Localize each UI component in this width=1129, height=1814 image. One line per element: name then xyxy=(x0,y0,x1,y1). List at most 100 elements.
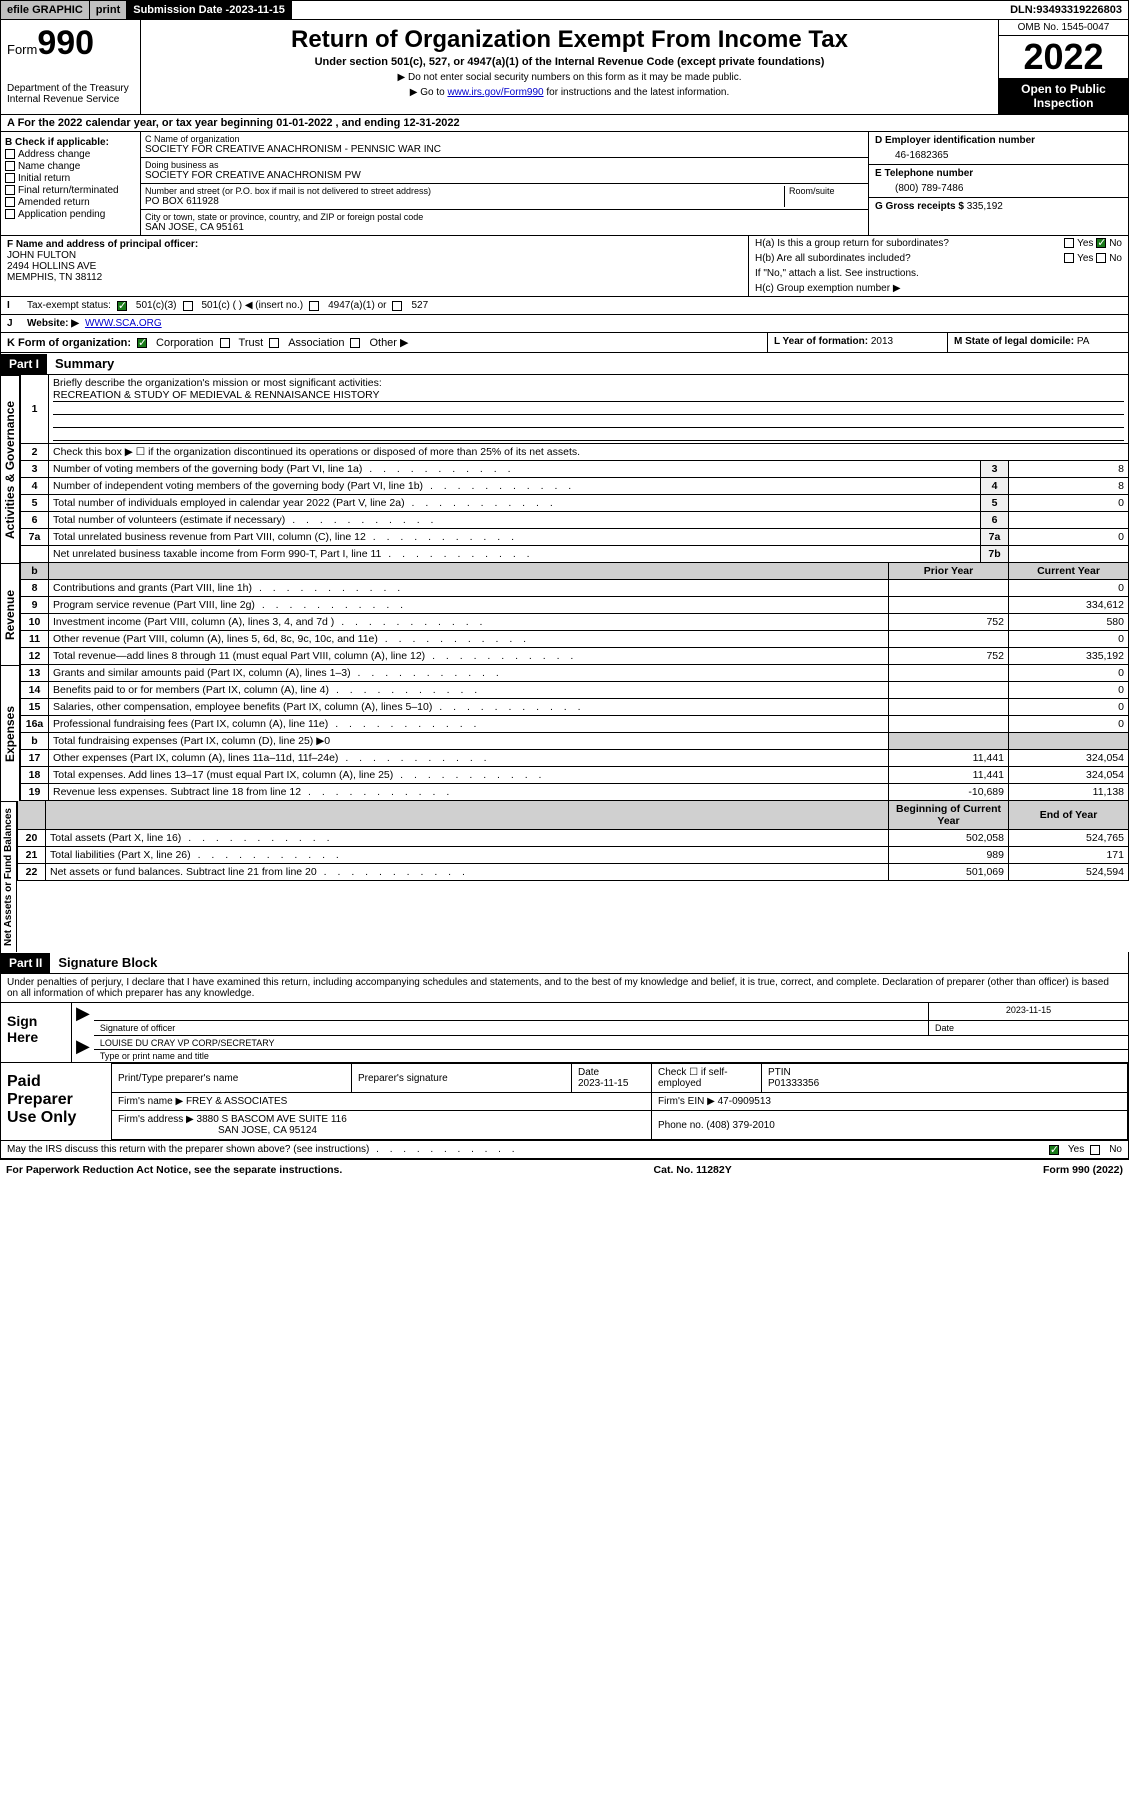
b-checkbox[interactable] xyxy=(5,149,15,159)
d-label: D Employer identification number xyxy=(875,135,1122,146)
website-link[interactable]: WWW.SCA.ORG xyxy=(85,318,162,329)
k-label: K Form of organization: xyxy=(7,337,131,349)
hb-no-checkbox[interactable] xyxy=(1096,253,1106,263)
side-exp: Expenses xyxy=(0,665,20,801)
hb-no: No xyxy=(1109,253,1122,264)
trust-checkbox[interactable] xyxy=(220,338,230,348)
i-4947: 4947(a)(1) or xyxy=(328,300,386,311)
form-header: Form990 Department of the Treasury Inter… xyxy=(0,20,1129,115)
c-room-label: Room/suite xyxy=(789,186,864,196)
officer-name: JOHN FULTON xyxy=(7,250,742,261)
table-row: 10Investment income (Part VIII, column (… xyxy=(21,614,1129,631)
table-row: 18Total expenses. Add lines 13–17 (must … xyxy=(21,767,1129,784)
firm-label: Firm's name ▶ xyxy=(118,1096,183,1107)
hb-yes: Yes xyxy=(1077,253,1093,264)
irs-link[interactable]: www.irs.gov/Form990 xyxy=(447,87,543,98)
paid-h3: Date xyxy=(578,1067,599,1078)
table-row: 6Total number of volunteers (estimate if… xyxy=(21,512,1129,529)
assoc-checkbox[interactable] xyxy=(269,338,279,348)
org-city: SAN JOSE, CA 95161 xyxy=(145,222,864,233)
table-row: 21Total liabilities (Part X, line 26)989… xyxy=(18,847,1129,864)
table-row: 4Number of independent voting members of… xyxy=(21,478,1129,495)
discuss-yes-checkbox[interactable] xyxy=(1049,1145,1059,1155)
b-checkbox[interactable] xyxy=(5,173,15,183)
bal-table: Beginning of Current YearEnd of Year 20T… xyxy=(17,801,1129,881)
b-title: B Check if applicable: xyxy=(5,137,136,148)
footer-mid: Cat. No. 11282Y xyxy=(654,1164,732,1176)
paid-table: Print/Type preparer's name Preparer's si… xyxy=(111,1063,1128,1140)
part-i-hdr: Part I xyxy=(1,354,47,374)
k-corp: Corporation xyxy=(156,337,213,349)
exp-table: 13Grants and similar amounts paid (Part … xyxy=(20,665,1129,801)
table-row: 14Benefits paid to or for members (Part … xyxy=(21,682,1129,699)
section-c: C Name of organization SOCIETY FOR CREAT… xyxy=(141,132,868,235)
4947-checkbox[interactable] xyxy=(309,301,319,311)
b-item: Address change xyxy=(5,149,136,160)
dln-label: DLN: xyxy=(1010,4,1036,16)
b-item: Initial return xyxy=(5,173,136,184)
col-b: b xyxy=(21,563,49,580)
form-prefix: Form xyxy=(7,42,37,57)
527-checkbox[interactable] xyxy=(392,301,402,311)
b-checkbox[interactable] xyxy=(5,209,15,219)
officer-name-label: Type or print name and title xyxy=(94,1050,1128,1062)
discuss-row: May the IRS discuss this return with the… xyxy=(0,1141,1129,1159)
b-checkbox[interactable] xyxy=(5,161,15,171)
submission-date: Submission Date - 2023-11-15 xyxy=(127,1,292,19)
ha-yes: Yes xyxy=(1077,238,1093,249)
gross-receipts: 335,192 xyxy=(967,201,1003,212)
subm-label: Submission Date - xyxy=(133,4,229,16)
print-button[interactable]: print xyxy=(90,1,127,19)
side-gov: Activities & Governance xyxy=(0,375,20,563)
officer-addr1: 2494 HOLLINS AVE xyxy=(7,261,742,272)
side-rev: Revenue xyxy=(0,563,20,665)
discuss-no-checkbox[interactable] xyxy=(1090,1145,1100,1155)
firm-phone: (408) 379-2010 xyxy=(706,1120,774,1131)
b-checkbox[interactable] xyxy=(5,197,15,207)
table-row: 5Total number of individuals employed in… xyxy=(21,495,1129,512)
form-title: Return of Organization Exempt From Incom… xyxy=(147,26,992,54)
table-row: 11Other revenue (Part VIII, column (A), … xyxy=(21,631,1129,648)
ptin-value: P01333356 xyxy=(768,1078,819,1089)
rev-table: bPrior YearCurrent Year 8Contributions a… xyxy=(20,563,1129,665)
section-h: H(a) Is this a group return for subordin… xyxy=(748,236,1128,296)
hb-yes-checkbox[interactable] xyxy=(1064,253,1074,263)
firm-ein: 47-0909513 xyxy=(718,1096,771,1107)
b-item: Final return/terminated xyxy=(5,185,136,196)
col-beg: Beginning of Current Year xyxy=(889,801,1009,830)
table-row: 12Total revenue—add lines 8 through 11 (… xyxy=(21,648,1129,665)
table-row: 3Number of voting members of the governi… xyxy=(21,461,1129,478)
row-j: J Website: ▶ WWW.SCA.ORG xyxy=(0,315,1129,333)
mission: RECREATION & STUDY OF MEDIEVAL & RENNAIS… xyxy=(53,389,1124,402)
form-note-link: ▶ Go to www.irs.gov/Form990 for instruct… xyxy=(147,87,992,98)
501c3-checkbox[interactable] xyxy=(117,301,127,311)
ha-no-checkbox[interactable] xyxy=(1096,238,1106,248)
ein-value: 46-1682365 xyxy=(875,146,1122,161)
section-deg: D Employer identification number 46-1682… xyxy=(868,132,1128,235)
open-public: Open to Public Inspection xyxy=(999,78,1128,114)
ha-label: H(a) Is this a group return for subordin… xyxy=(755,238,949,249)
m-value: PA xyxy=(1077,336,1090,347)
ha-yes-checkbox[interactable] xyxy=(1064,238,1074,248)
table-row: Net unrelated business taxable income fr… xyxy=(21,546,1129,563)
period-prefix: A For the 2022 calendar year, or tax yea… xyxy=(7,117,276,129)
sig-declaration: Under penalties of perjury, I declare th… xyxy=(0,974,1129,1003)
omb-number: OMB No. 1545-0047 xyxy=(999,20,1128,36)
form-num: 990 xyxy=(37,24,94,62)
form-subtitle: Under section 501(c), 527, or 4947(a)(1)… xyxy=(147,56,992,68)
efile-button[interactable]: efile GRAPHIC xyxy=(1,1,90,19)
top-bar: efile GRAPHIC print Submission Date - 20… xyxy=(0,0,1129,20)
k-other: Other ▶ xyxy=(369,336,408,349)
corp-checkbox[interactable] xyxy=(137,338,147,348)
subm-date-value: 2023-11-15 xyxy=(229,4,285,16)
b-checkbox[interactable] xyxy=(5,185,15,195)
c-addr-label: Number and street (or P.O. box if mail i… xyxy=(145,186,784,196)
table-row: 13Grants and similar amounts paid (Part … xyxy=(21,665,1129,682)
dln: DLN: 93493319226803 xyxy=(1004,1,1128,19)
501c-checkbox[interactable] xyxy=(183,301,193,311)
table-row: 15Salaries, other compensation, employee… xyxy=(21,699,1129,716)
gov-l2: Check this box ▶ ☐ if the organization d… xyxy=(49,444,1129,461)
part-i-title: Summary xyxy=(47,353,122,374)
note2-suffix: for instructions and the latest informat… xyxy=(546,87,729,98)
other-checkbox[interactable] xyxy=(350,338,360,348)
